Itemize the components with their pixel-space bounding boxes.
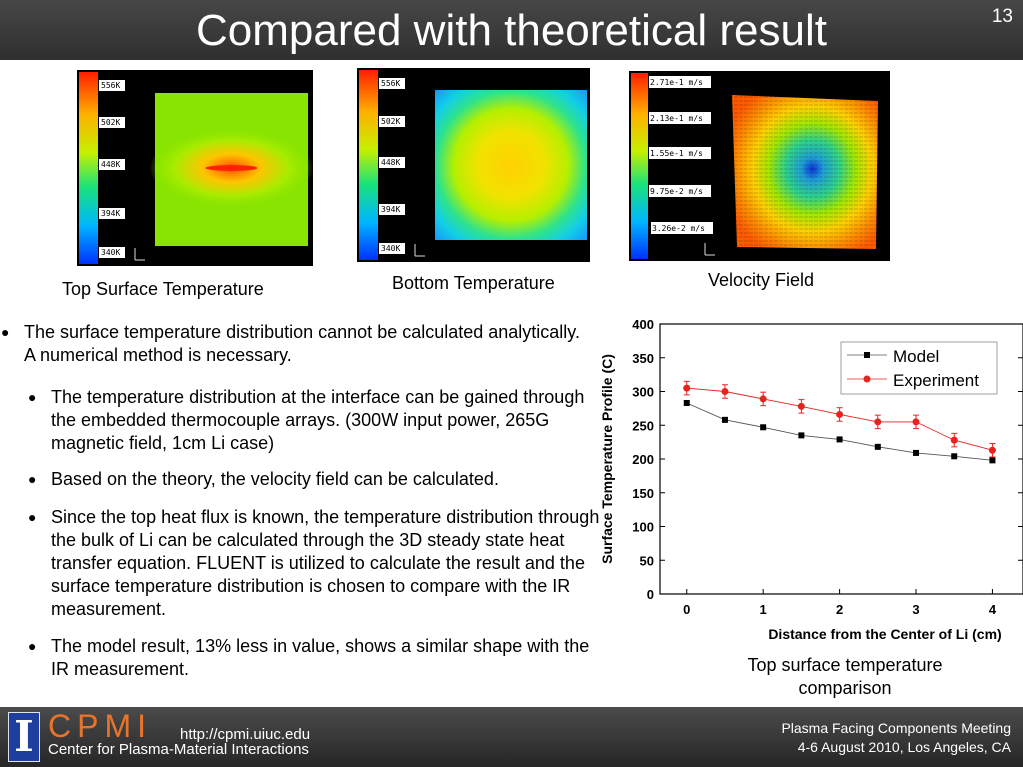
temperature-comparison-chart: 0 50 100 150 200 250 300 350 400 0 1 2 3 4 Surface T… (599, 317, 1023, 642)
cpmi-wordmark: CPMI (48, 708, 152, 744)
y-tick-label: 100 (632, 520, 654, 535)
data-point-experiment (759, 395, 767, 403)
bullet-sub-1: The temperature distribution at the inte… (51, 387, 585, 453)
bottom-temperature-caption: Bottom Temperature (392, 273, 555, 293)
data-point-experiment (721, 388, 729, 395)
meeting-date-location: 4-6 August 2010, Los Angeles, CA (797, 739, 1011, 755)
bullet-dot: ● (28, 389, 37, 405)
bullet-dot: ● (1, 324, 10, 340)
data-point-experiment (874, 418, 882, 426)
data-point-model (798, 432, 805, 439)
bullet-dot: ● (28, 638, 37, 654)
data-point-experiment (836, 410, 844, 418)
meeting-name: Plasma Facing Components Meeting (781, 720, 1011, 736)
bottom-temperature-image: 556K 502K 448K 394K 340K (357, 68, 590, 262)
y-tick-label: 200 (632, 452, 654, 467)
scale-label: 2.13e-1 m/s (650, 114, 703, 123)
chart-ylabel: Surface Temperature Profile (C) (599, 354, 615, 564)
x-tick-label: 2 (836, 602, 843, 617)
y-tick-label: 250 (632, 418, 654, 433)
legend-experiment-marker (863, 375, 871, 383)
chart-legend: Model Experiment (840, 341, 998, 395)
bullet-sub-2: Based on the theory, the velocity field … (51, 469, 499, 489)
footer-bar (0, 707, 1023, 767)
slide-number: 13 (991, 6, 1013, 27)
top-surface-scale-labels (99, 80, 125, 258)
bullet-main: The surface temperature distribution can… (24, 322, 580, 365)
axis-triad-icon (704, 243, 715, 256)
scale-label: 3.26e-2 m/s (652, 224, 705, 233)
data-point-model (683, 399, 690, 406)
y-tick-label: 150 (632, 486, 654, 501)
x-tick-label: 4 (989, 602, 997, 617)
data-point-model (989, 457, 996, 464)
velocity-field-image: 2.71e-1 m/s 2.13e-1 m/s 1.55e-1 m/s 9.75… (629, 71, 890, 261)
legend-model-label: Model (893, 347, 939, 366)
velocity-field-caption: Velocity Field (708, 270, 815, 290)
bullet-dot: ● (28, 471, 37, 487)
y-tick-label: 0 (647, 587, 654, 602)
scale-label: 556K (101, 81, 120, 90)
bullet-dot: ● (28, 509, 37, 525)
x-tick-label: 0 (683, 602, 690, 617)
university-logo: I (8, 712, 40, 762)
scale-label: 502K (101, 118, 120, 127)
data-point-model (721, 416, 728, 423)
data-point-model (874, 443, 881, 450)
x-tick-label: 1 (760, 602, 767, 617)
x-tick-label: 3 (912, 602, 919, 617)
slide-title: Compared with theoretical result (196, 6, 827, 55)
bullet-sub-4: The model result, 13% less in value, sho… (51, 636, 590, 679)
data-point-model (951, 453, 958, 460)
scale-label: 394K (101, 209, 120, 218)
top-surface-temperature-image: 556K 502K 448K 394K 340K (77, 70, 313, 266)
scale-label: 340K (101, 248, 120, 257)
scale-label: 1.55e-1 m/s (650, 149, 703, 158)
y-tick-label: 350 (632, 351, 654, 366)
y-tick-label: 300 (632, 385, 654, 400)
logo-letter: I (14, 712, 34, 761)
chart-xlabel: Distance from the Center of Li (cm) (768, 626, 1001, 642)
scale-label: 9.75e-2 m/s (650, 187, 703, 196)
scale-label: 448K (101, 160, 120, 169)
top-surface-caption: Top Surface Temperature (62, 279, 264, 299)
bullet-sub-3: Since the top heat flux is known, the te… (51, 507, 600, 619)
scale-label: 556K (381, 79, 400, 88)
scale-label: 394K (381, 205, 400, 214)
y-tick-label: 50 (640, 553, 654, 568)
data-point-model (760, 424, 767, 431)
scale-label: 340K (381, 244, 400, 253)
chart-caption: Top surface temperature comparison (747, 655, 943, 698)
axis-triad-icon (414, 244, 425, 257)
title-bar (0, 0, 1023, 60)
scale-label: 502K (381, 117, 400, 126)
data-point-experiment (950, 436, 958, 444)
data-point-experiment (988, 446, 996, 454)
center-name: Center for Plasma-Material Interactions (48, 741, 309, 758)
meeting-info: Plasma Facing Components Meeting 4-6 Aug… (781, 719, 1011, 757)
data-point-model (836, 436, 843, 443)
scale-label: 2.71e-1 m/s (650, 78, 703, 87)
data-point-experiment (912, 418, 920, 426)
legend-experiment-label: Experiment (893, 371, 979, 390)
data-point-model (913, 449, 920, 456)
data-point-experiment (683, 384, 691, 392)
axis-triad-icon (134, 248, 145, 261)
scale-label: 448K (381, 158, 400, 167)
y-tick-label: 400 (632, 317, 654, 332)
legend-model-marker (864, 352, 870, 358)
data-point-experiment (797, 402, 805, 410)
website-link[interactable]: http://cpmi.uiuc.edu (180, 726, 311, 743)
